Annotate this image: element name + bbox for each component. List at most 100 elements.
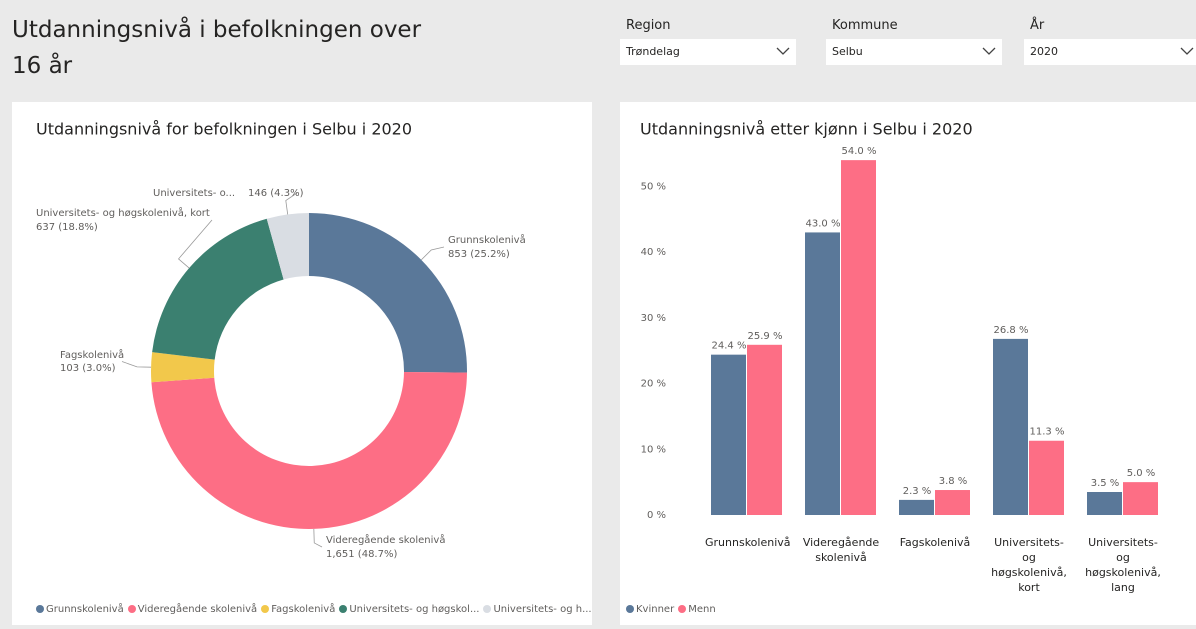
bar	[1029, 440, 1064, 515]
data-label: 2.3 %	[903, 486, 932, 497]
legend-dot	[127, 605, 136, 613]
dropdown-value: 2020	[1030, 45, 1058, 58]
data-label: 1,651 (48.7%)	[326, 549, 397, 560]
legend-dot	[626, 605, 634, 613]
legend: Kvinner Menn	[626, 604, 716, 615]
slice-label: Universitets- og høgskolenivå, kort	[36, 206, 210, 219]
legend-item: Universitets- og h...	[483, 604, 592, 615]
legend-dot	[339, 605, 348, 613]
legend-item: Grunnskolenivå	[36, 604, 124, 615]
chevron-icon	[776, 47, 790, 55]
legend-label: Menn	[688, 604, 716, 615]
panel: Utdanningsnivå for befolkningen i Selbu …	[12, 102, 592, 625]
data-label: 25.9 %	[748, 331, 783, 342]
x-tick-label: Universitets- og høgskolenivå, kort	[991, 536, 1067, 594]
chevron	[982, 47, 996, 55]
bar	[805, 232, 840, 515]
panel: Utdanningsnivå etter kjønn i Selbu i 202…	[620, 102, 1196, 625]
data-label: 24.4 %	[712, 341, 747, 352]
y-tick-label: 40 %	[641, 247, 666, 258]
data-label: 26.8 %	[994, 325, 1029, 336]
legend-dot	[483, 605, 492, 613]
data-label: 146 (4.3%)	[248, 188, 304, 199]
legend-dot	[678, 605, 687, 613]
dropdown[interactable]: 2020	[1024, 39, 1196, 65]
legend-item: Fagskolenivå	[261, 604, 335, 615]
bar	[935, 490, 970, 515]
filter-label: Kommune	[832, 18, 898, 33]
donut-slice	[151, 352, 215, 383]
page-title: Utdanningsnivå i befolkningen over 16 år	[12, 17, 422, 79]
donut-slice	[151, 371, 467, 530]
legend-item: Kvinner	[626, 604, 674, 615]
data-label: 853 (25.2%)	[448, 249, 510, 260]
bar-chart: Utdanningsnivå etter kjønn i Selbu i 202…	[640, 120, 1158, 521]
filter-label: Region	[626, 18, 671, 33]
bar	[1123, 482, 1158, 515]
bar	[711, 354, 746, 515]
filter: Kommune Selbu	[826, 18, 1002, 65]
data-label: 103 (3.0%)	[60, 363, 116, 374]
bar	[841, 160, 876, 515]
legend-label: Fagskolenivå	[271, 604, 336, 615]
dropdown[interactable]: Trøndelag	[620, 39, 796, 65]
x-tick-label: Videregående skolenivå	[802, 536, 880, 564]
legend-label: Universitets- og høgskol...	[349, 604, 480, 615]
filter-label: År	[1030, 18, 1045, 33]
bar	[993, 338, 1028, 515]
data-label: 3.8 %	[939, 476, 968, 487]
chevron-icon	[982, 47, 996, 55]
leader-line	[421, 246, 445, 261]
y-tick-label: 30 %	[641, 313, 666, 324]
data-label: 637 (18.8%)	[36, 222, 98, 233]
dropdown-value: Selbu	[832, 45, 863, 58]
x-tick-label: Fagskolenivå	[899, 536, 971, 549]
slice-label: Grunnskolenivå	[448, 233, 526, 246]
data-label: 43.0 %	[806, 218, 841, 229]
y-tick-label: 10 %	[641, 444, 666, 455]
chevron	[776, 47, 790, 55]
bar	[1087, 492, 1122, 515]
data-label: 54.0 %	[842, 146, 877, 157]
chart-title: Utdanningsnivå for befolkningen i Selbu …	[36, 120, 412, 139]
bar	[747, 344, 782, 515]
donut-slice	[309, 213, 467, 373]
y-tick-label: 0 %	[647, 510, 666, 521]
legend-item: Videregående skolenivå	[127, 604, 258, 615]
leader-line	[177, 219, 213, 269]
legend-dot	[36, 605, 44, 613]
legend: Grunnskolenivå Videregående skolenivå Fags…	[36, 604, 592, 615]
slice-label: Videregående skolenivå	[326, 533, 445, 546]
chart-title: Utdanningsnivå etter kjønn i Selbu i 202…	[640, 120, 973, 139]
data-label: 5.0 %	[1127, 468, 1156, 479]
slice-label: Fagskolenivå	[60, 348, 124, 361]
leader-line	[285, 192, 298, 215]
data-label: 3.5 %	[1091, 478, 1120, 489]
x-tick-label: Universitets- og høgskolenivå, lang	[1085, 536, 1161, 594]
legend-item: Universitets- og høgskol...	[339, 604, 479, 615]
y-tick-label: 20 %	[641, 379, 666, 390]
donut-slice	[266, 213, 309, 280]
filter: År 2020	[1024, 18, 1196, 65]
legend-label: Grunnskolenivå	[46, 604, 124, 615]
dropdown-value: Trøndelag	[626, 45, 680, 58]
legend-dot	[261, 605, 270, 613]
legend-label: Kvinner	[636, 604, 675, 615]
legend-label: Universitets- og h...	[493, 604, 592, 615]
y-tick-label: 50 %	[641, 181, 666, 192]
legend-item: Menn	[678, 604, 716, 615]
data-label: 11.3 %	[1030, 427, 1065, 438]
leader-line	[121, 361, 152, 368]
filter: Region Trøndelag	[620, 18, 796, 65]
slice-label: Universitets- o...	[153, 188, 235, 199]
chevron-icon	[1180, 47, 1194, 55]
donut-chart: Utdanningsnivå for befolkningen i Selbu …	[36, 120, 526, 561]
donut-slice	[152, 218, 284, 360]
dropdown[interactable]: Selbu	[826, 39, 1002, 65]
x-tick-label: Grunnskolenivå	[705, 536, 791, 549]
chevron	[1180, 47, 1194, 55]
legend-label: Videregående skolenivå	[137, 604, 258, 615]
bar	[899, 499, 934, 515]
leader-line	[313, 528, 323, 548]
